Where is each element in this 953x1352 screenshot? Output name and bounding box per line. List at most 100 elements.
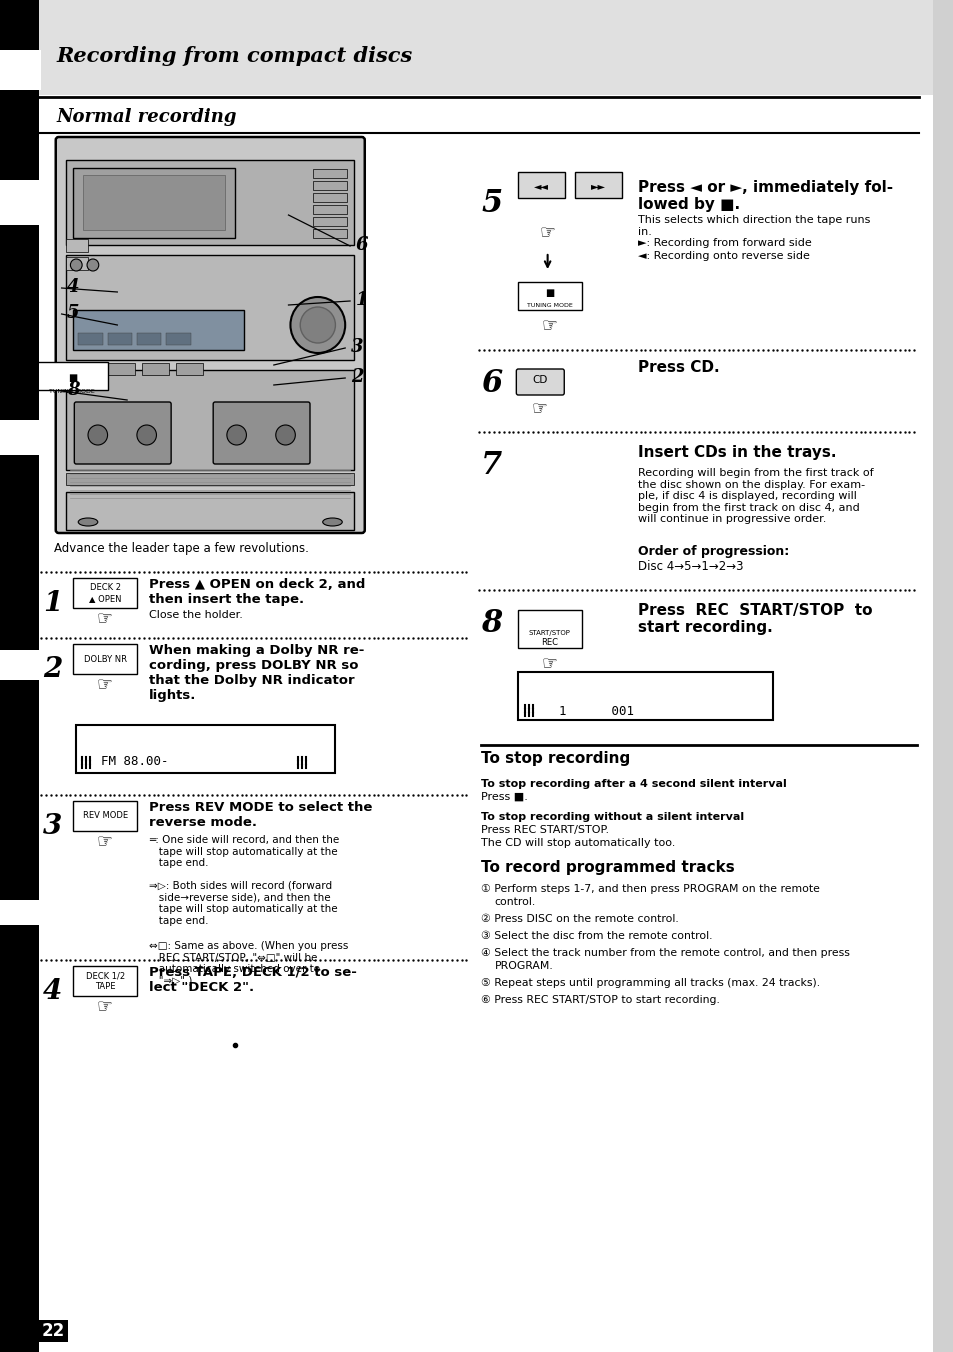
Text: Advance the leader tape a few revolutions.: Advance the leader tape a few revolution… [53, 542, 309, 556]
Bar [73, 644, 137, 675]
Text: 1      001: 1 001 [558, 704, 634, 718]
Bar [108, 333, 132, 345]
Bar [313, 218, 347, 226]
Text: ④ Select the track number from the remote control, and then press: ④ Select the track number from the remot… [480, 948, 849, 959]
Text: To stop recording after a 4 second silent interval: To stop recording after a 4 second silen… [480, 779, 786, 790]
Bar [37, 0, 932, 95]
Bar [575, 172, 621, 197]
Text: To record programmed tracks: To record programmed tracks [480, 860, 734, 875]
Text: Press ■.: Press ■. [480, 792, 527, 802]
Bar [517, 672, 772, 721]
Bar [313, 193, 347, 201]
Text: ═: One side will record, and then the
   tape will stop automatically at the
   : ═: One side will record, and then the ta… [149, 836, 338, 868]
Bar [67, 257, 88, 270]
Bar [73, 310, 244, 350]
Text: 1: 1 [43, 589, 62, 617]
Text: Press  REC  START/STOP  to
start recording.: Press REC START/STOP to start recording. [637, 603, 871, 635]
Text: Disc 4→5→1→2→3: Disc 4→5→1→2→3 [637, 560, 742, 573]
Text: 7: 7 [480, 450, 502, 481]
Bar [313, 228, 347, 238]
Circle shape [88, 425, 108, 445]
Text: ◄◄: ◄◄ [534, 181, 549, 191]
Bar [108, 362, 134, 375]
Text: ⇔□: Same as above. (When you press
   REC START/STOP, "⇔□" will be
   automatica: ⇔□: Same as above. (When you press REC S… [149, 941, 348, 986]
Bar [313, 169, 347, 178]
Text: 2: 2 [43, 656, 62, 683]
Text: Press TAPE, DECK 1/2 to se-
lect "DECK 2".: Press TAPE, DECK 1/2 to se- lect "DECK 2… [149, 965, 356, 994]
Bar [73, 800, 137, 831]
Circle shape [290, 297, 345, 353]
Text: REV MODE: REV MODE [83, 811, 128, 821]
FancyBboxPatch shape [55, 137, 364, 533]
Text: Press ▲ OPEN on deck 2, and
then insert the tape.: Press ▲ OPEN on deck 2, and then insert … [149, 579, 365, 606]
Text: DECK 2
▲ OPEN: DECK 2 ▲ OPEN [89, 583, 121, 603]
Bar [137, 333, 161, 345]
Bar [73, 362, 101, 375]
Text: ☞: ☞ [96, 831, 112, 850]
Text: ⑤ Repeat steps until programming all tracks (max. 24 tracks).: ⑤ Repeat steps until programming all tra… [480, 977, 820, 988]
FancyBboxPatch shape [213, 402, 310, 464]
Text: START/STOP: START/STOP [528, 630, 570, 635]
Text: ■: ■ [68, 373, 77, 383]
Text: Order of progression:: Order of progression: [637, 545, 788, 558]
Text: 8: 8 [67, 381, 79, 399]
Bar [166, 333, 191, 345]
Text: 22: 22 [41, 1322, 65, 1340]
Text: TUNING MODE: TUNING MODE [50, 389, 95, 393]
Text: 6: 6 [355, 237, 368, 254]
Bar [78, 333, 103, 345]
Text: ② Press DISC on the remote control.: ② Press DISC on the remote control. [480, 914, 679, 923]
Circle shape [137, 425, 156, 445]
Text: ☞: ☞ [539, 223, 555, 241]
FancyBboxPatch shape [516, 369, 563, 395]
Text: To stop recording without a silent interval: To stop recording without a silent inter… [480, 813, 743, 822]
Text: To stop recording: To stop recording [480, 750, 630, 767]
Circle shape [300, 307, 335, 343]
Text: ① Perform steps 1-7, and then press PROGRAM on the remote: ① Perform steps 1-7, and then press PROG… [480, 884, 820, 894]
Bar [313, 181, 347, 191]
Text: REC: REC [540, 638, 558, 648]
Bar [0, 900, 41, 925]
Text: DECK 1/2
TAPE: DECK 1/2 TAPE [86, 971, 125, 991]
Text: ►►: ►► [590, 181, 605, 191]
Text: DOLBY NR: DOLBY NR [84, 654, 127, 664]
Bar [73, 579, 137, 608]
Text: Press CD.: Press CD. [637, 360, 719, 375]
Text: ③ Select the disc from the remote control.: ③ Select the disc from the remote contro… [480, 932, 712, 941]
Bar [0, 0, 39, 1352]
Bar [76, 725, 335, 773]
Bar [37, 362, 108, 389]
Bar [517, 610, 581, 648]
Text: ☞: ☞ [96, 996, 112, 1015]
Text: ⇒▷: Both sides will record (forward
   side→reverse side), and then the
   tape : ⇒▷: Both sides will record (forward side… [149, 882, 337, 926]
Text: control.: control. [495, 896, 536, 907]
Text: 4: 4 [67, 279, 79, 296]
Text: This selects which direction the tape runs
in.: This selects which direction the tape ru… [637, 215, 869, 237]
Text: Recording from compact discs: Recording from compact discs [56, 46, 413, 66]
Text: ☞: ☞ [531, 399, 547, 416]
Circle shape [227, 425, 246, 445]
Bar [67, 473, 354, 485]
Text: 5: 5 [67, 304, 79, 322]
Bar [67, 256, 354, 360]
FancyBboxPatch shape [74, 402, 171, 464]
Bar [517, 172, 564, 197]
Text: 3: 3 [43, 813, 62, 840]
Bar [0, 50, 41, 91]
Bar [73, 965, 137, 996]
Bar [517, 283, 581, 310]
Text: Press REV MODE to select the
reverse mode.: Press REV MODE to select the reverse mod… [149, 800, 372, 829]
Text: Normal recording: Normal recording [56, 108, 237, 126]
Bar [176, 362, 203, 375]
Text: ☞: ☞ [541, 654, 558, 672]
Ellipse shape [78, 518, 98, 526]
Text: CD: CD [532, 375, 547, 385]
Bar [0, 420, 41, 456]
Bar [73, 168, 234, 238]
Text: ⑥ Press REC START/STOP to start recording.: ⑥ Press REC START/STOP to start recordin… [480, 995, 720, 1005]
Text: The CD will stop automatically too.: The CD will stop automatically too. [480, 838, 675, 848]
Text: Press REC START/STOP.: Press REC START/STOP. [480, 825, 609, 836]
Text: Press ◄ or ►, immediately fol-
lowed by ■.: Press ◄ or ►, immediately fol- lowed by … [637, 180, 892, 212]
Text: 3: 3 [351, 338, 363, 356]
Bar [67, 160, 354, 245]
